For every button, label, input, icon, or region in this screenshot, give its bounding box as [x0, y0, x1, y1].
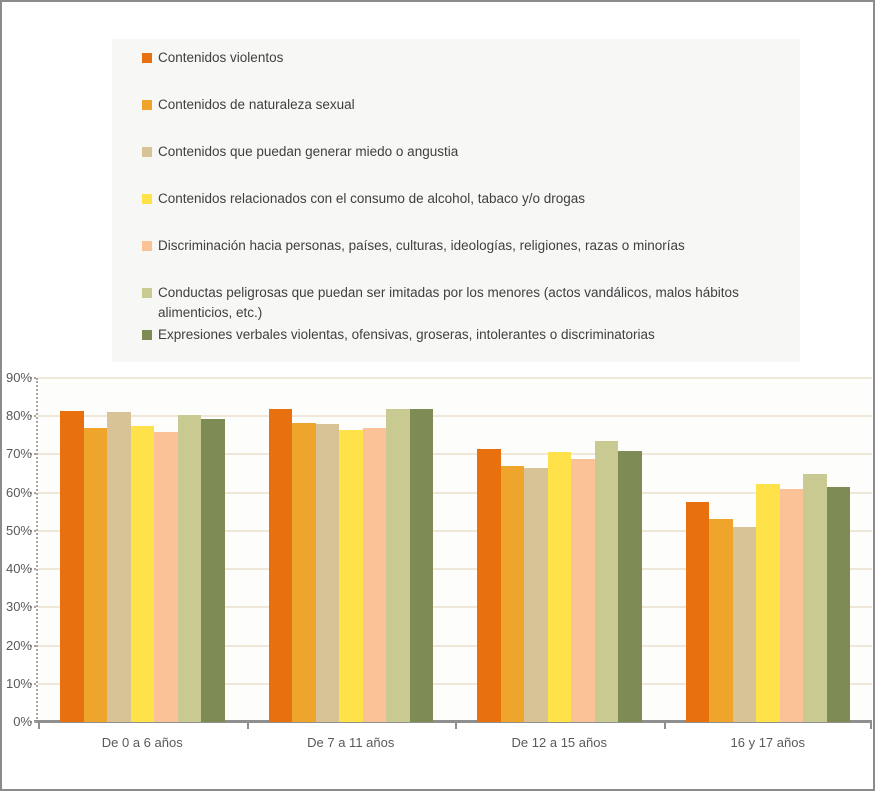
- legend-swatch-miedo-angustia-icon: [142, 147, 152, 157]
- legend-item: Conductas peligrosas que puedan ser imit…: [142, 283, 778, 323]
- y-axis-label: 30%: [5, 599, 32, 615]
- bar: [339, 429, 363, 722]
- legend-swatch-alcohol-tabaco-drogas-icon: [142, 194, 152, 204]
- gridline: [38, 491, 872, 494]
- x-axis-line: [34, 720, 872, 723]
- bar: [826, 487, 850, 722]
- bar: [524, 467, 548, 722]
- y-axis-label: 50%: [5, 522, 32, 538]
- bar-group: [664, 378, 873, 722]
- bar: [685, 502, 709, 722]
- gridline: [38, 529, 872, 532]
- bar: [477, 449, 501, 722]
- gridline: [38, 606, 872, 609]
- bar-group: [38, 378, 247, 722]
- y-axis-tick: [30, 682, 36, 685]
- y-axis-tick: [30, 529, 36, 532]
- bar: [201, 418, 225, 722]
- x-axis-tick: [455, 722, 457, 729]
- bar: [409, 408, 433, 722]
- bar: [571, 459, 595, 722]
- y-axis-tick: [30, 644, 36, 647]
- x-axis-label: De 12 a 15 años: [511, 735, 607, 750]
- y-axis-tick: [30, 453, 36, 456]
- x-axis-tick: [870, 722, 872, 729]
- legend-label: Contenidos violentos: [158, 50, 284, 65]
- y-axis-tick: [30, 491, 36, 494]
- bar: [362, 428, 386, 722]
- bar: [594, 440, 618, 722]
- bar-group: [455, 378, 664, 722]
- y-axis-tick: [30, 606, 36, 609]
- legend-item: Contenidos de naturaleza sexual: [142, 95, 778, 115]
- x-axis-label: De 0 a 6 años: [101, 735, 183, 750]
- gridline: [38, 682, 872, 685]
- gridline: [38, 415, 872, 418]
- bar: [732, 527, 756, 722]
- legend-item: Contenidos que puedan generar miedo o an…: [142, 142, 778, 162]
- legend-label: Discriminación hacia personas, países, c…: [158, 238, 685, 253]
- y-axis-label: 10%: [5, 675, 32, 691]
- bar: [154, 432, 178, 722]
- legend-label: Contenidos de naturaleza sexual: [158, 97, 355, 112]
- y-axis-label: 0%: [13, 714, 32, 729]
- bar: [500, 465, 524, 722]
- bar: [756, 483, 780, 722]
- bar: [315, 423, 339, 722]
- gridline: [38, 568, 872, 571]
- legend-label: Contenidos relacionados con el consumo d…: [158, 191, 586, 206]
- gridline: [38, 377, 872, 379]
- legend-item: Contenidos violentos: [142, 48, 778, 68]
- y-axis-label: 20%: [5, 637, 32, 653]
- y-axis-label: 60%: [5, 484, 32, 500]
- bar: [779, 488, 803, 722]
- x-axis-label: De 7 a 11 años: [307, 735, 395, 750]
- legend-label: Contenidos que puedan generar miedo o an…: [158, 144, 459, 159]
- y-axis-tick: [30, 377, 36, 379]
- y-axis-tick: [30, 568, 36, 571]
- x-axis-label: 16 y 17 años: [730, 735, 805, 750]
- legend-swatch-naturaleza-sexual-icon: [142, 100, 152, 110]
- gridline: [38, 644, 872, 647]
- y-axis-tick: [30, 721, 36, 723]
- x-axis-tick: [38, 722, 40, 729]
- bar: [268, 408, 292, 722]
- bar: [177, 415, 201, 722]
- y-axis-label: 80%: [5, 408, 32, 424]
- bar: [107, 411, 131, 722]
- y-axis-label: 70%: [5, 446, 32, 462]
- x-axis-tick: [663, 722, 666, 729]
- bar: [547, 451, 571, 722]
- y-axis-label: 90%: [5, 370, 32, 385]
- bar-group: [247, 378, 456, 722]
- legend-item: Discriminación hacia personas, países, c…: [142, 236, 778, 256]
- legend-label: Expresiones verbales violentas, ofensiva…: [158, 327, 655, 342]
- plot-area: 0% 10% 20% 30% 40% 50% 60% 70% 80% 90% De 0 a 6 añ…: [6, 370, 873, 750]
- chart-legend: Contenidos violentos Contenidos de natur…: [112, 39, 800, 362]
- gridline: [38, 453, 872, 456]
- bar: [292, 423, 316, 722]
- legend-item: Contenidos relacionados con el consumo d…: [142, 189, 778, 209]
- y-axis-tick: [30, 415, 36, 418]
- legend-swatch-conductas-peligrosas-icon: [142, 288, 152, 298]
- legend-label: Conductas peligrosas que puedan ser imit…: [158, 285, 739, 320]
- legend-swatch-expresiones-verbales-icon: [142, 330, 152, 340]
- bar: [386, 408, 410, 722]
- x-axis-tick: [246, 722, 249, 729]
- y-axis-label: 40%: [5, 561, 32, 577]
- bar: [130, 425, 154, 722]
- y-axis-line: [36, 378, 38, 722]
- bar: [83, 428, 107, 722]
- legend-swatch-contenidos-violentos-icon: [142, 53, 152, 63]
- bar: [709, 519, 733, 722]
- legend-swatch-discriminacion-icon: [142, 241, 152, 251]
- bar: [618, 450, 642, 722]
- legend-item: Expresiones verbales violentas, ofensiva…: [142, 325, 778, 345]
- bar: [60, 410, 84, 722]
- bar: [803, 473, 827, 722]
